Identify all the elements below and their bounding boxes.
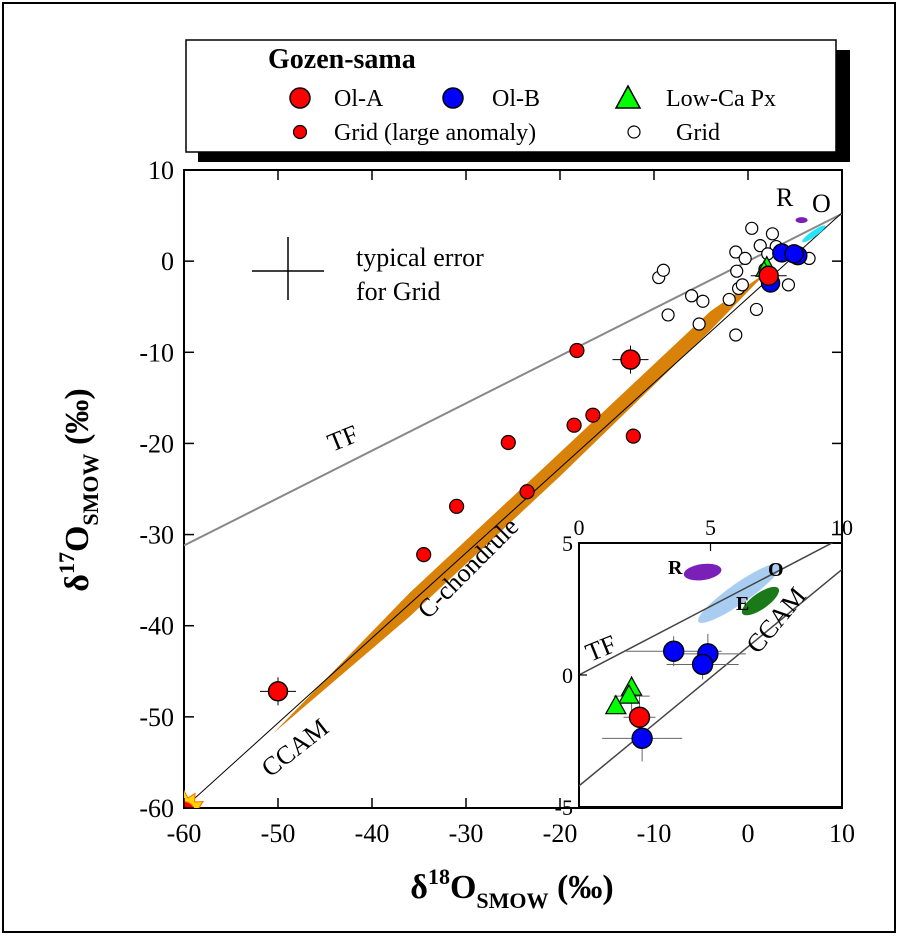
- grid-large-anomaly-point-1: [449, 498, 465, 514]
- grid-point-8: [735, 278, 749, 292]
- grid-point-14: [753, 239, 767, 253]
- grid-point-12: [745, 221, 759, 235]
- y-tick-label-60: -60: [139, 794, 174, 823]
- x-tick-label-50: -50: [261, 819, 296, 848]
- inset-y-tick-label-0: 0: [562, 663, 573, 688]
- ol-a-point-2: [758, 265, 779, 286]
- legend-label-grid: Grid: [676, 120, 720, 146]
- c-chondrule-band: [273, 272, 767, 734]
- y-tick-label-10: 10: [148, 156, 174, 185]
- grid-large-anomaly-point-4: [566, 417, 582, 433]
- grid-point-16: [765, 227, 780, 241]
- y-tick-label-50: -50: [139, 703, 174, 732]
- legend-entry-ol-b: Ol-B: [442, 86, 540, 112]
- ol-b-point-2: [784, 244, 804, 264]
- inset-e-oval: [741, 586, 780, 616]
- y-tick-label-20: -20: [139, 429, 174, 458]
- grid-point-3: [684, 289, 699, 303]
- inset-y-tick-label-5: 5: [562, 531, 573, 556]
- typical-error-label-1: typical error: [356, 243, 484, 272]
- grid-point-11: [730, 264, 744, 278]
- grid-point-18: [781, 278, 796, 292]
- inset-ol-b-point-1: [662, 640, 685, 662]
- legend-entry-grid: Grid: [627, 120, 720, 146]
- typical-error-marker: typical error for Grid: [252, 237, 484, 306]
- grid-large-anomaly-point-5: [569, 342, 585, 359]
- y-axis-label: δ17OSMOW (‰): [54, 388, 103, 591]
- grid-large-anomaly-point-2: [500, 434, 516, 451]
- legend-marker-grid-large: [292, 124, 308, 140]
- inset-y-tick-label-5: -5: [555, 795, 573, 820]
- inset-ol-b-point-0: [631, 727, 653, 750]
- ccam-line: [184, 212, 842, 808]
- x-tick-label-40: -40: [355, 819, 390, 848]
- x-axis-label: δ18OSMOW (‰): [410, 864, 613, 913]
- inset-x-tick-label-5: 5: [705, 515, 716, 540]
- legend-marker-ol-a: [289, 87, 311, 109]
- grid-point-10: [729, 245, 743, 259]
- main-axis-ticks: -60 -50 -40 -30 -20 -10 0 10100-10-20-30-40-50-…: [139, 156, 855, 848]
- inset-o-oval: [698, 563, 781, 623]
- inset-o-label: O: [768, 559, 784, 581]
- inset-tf-line: [579, 543, 834, 676]
- grid-large-anomaly-point-3: [519, 484, 535, 500]
- inset-r-label: R: [668, 557, 683, 579]
- inset-e-label: E: [736, 593, 749, 615]
- y-tick-label-10: -10: [139, 338, 174, 367]
- x-tick-label-10: -10: [637, 819, 672, 848]
- inset-ol-a-point-0: [628, 706, 651, 728]
- x-tick-label-60: -60: [167, 819, 202, 848]
- inset-r-oval: [683, 563, 722, 581]
- inset-ccam-line: [579, 568, 842, 787]
- grid-point-1: [656, 263, 671, 277]
- ol-a-point-1: [620, 349, 641, 370]
- legend-marker-low-ca-px: [614, 84, 642, 109]
- inset-ol-b-point-3: [691, 653, 714, 676]
- inset-low-ca-px-point-1: [617, 683, 640, 704]
- legend-marker-grid: [627, 125, 641, 139]
- y-tick-label-40: -40: [139, 612, 174, 641]
- y-tick-label-0: 0: [161, 247, 174, 276]
- inset-plot-area: [578, 542, 843, 808]
- inset-x-tick-label-10: 10: [831, 515, 853, 540]
- ol-a-point-0: [267, 681, 289, 702]
- legend-entry-low-ca-px: Low-Ca Px: [614, 84, 776, 112]
- x-tick-label-10: 10: [829, 819, 855, 848]
- legend-title: Gozen-sama: [268, 44, 416, 75]
- grid-large-anomaly-point-7: [625, 428, 641, 444]
- grid-point-21: [738, 251, 752, 266]
- legend-entry-ol-a: Ol-A: [289, 86, 384, 112]
- r-oval-label: R: [776, 183, 794, 212]
- grid-point-4: [696, 294, 710, 308]
- r-oval: [795, 217, 808, 224]
- x-tick-label-0: 0: [742, 819, 755, 848]
- x-tick-label-20: -20: [543, 819, 578, 848]
- grid-point-9: [729, 328, 743, 342]
- inset-x-tick-label-0: 0: [574, 515, 585, 540]
- grid-point-2: [661, 308, 675, 322]
- o-oval-label: O: [812, 189, 831, 218]
- inset-low-ca-px-point-2: [604, 694, 627, 715]
- grid-point-6: [722, 292, 736, 307]
- grid-large-anomaly-point-8: [184, 801, 195, 808]
- legend-label-ol-a: Ol-A: [334, 86, 384, 112]
- legend-label-grid-large: Grid (large anomaly): [334, 120, 536, 146]
- x-tick-label-30: -30: [449, 819, 484, 848]
- legend-label-low-ca-px: Low-Ca Px: [666, 86, 776, 112]
- grid-large-anomaly-point-6: [585, 407, 601, 423]
- grid-point-5: [692, 317, 706, 331]
- grid-point-13: [749, 302, 764, 317]
- legend-entry-grid-large: Grid (large anomaly): [292, 120, 536, 146]
- inset-plot-layer: [579, 543, 842, 787]
- o-oval: [802, 225, 826, 243]
- legend-marker-ol-b: [442, 87, 464, 109]
- grid-large-anomaly-point-0: [416, 547, 432, 563]
- typical-error-label-2: for Grid: [356, 277, 440, 306]
- legend-label-ol-b: Ol-B: [492, 86, 540, 112]
- main-plot-layer: [184, 212, 842, 808]
- y-tick-label-30: -30: [139, 521, 174, 550]
